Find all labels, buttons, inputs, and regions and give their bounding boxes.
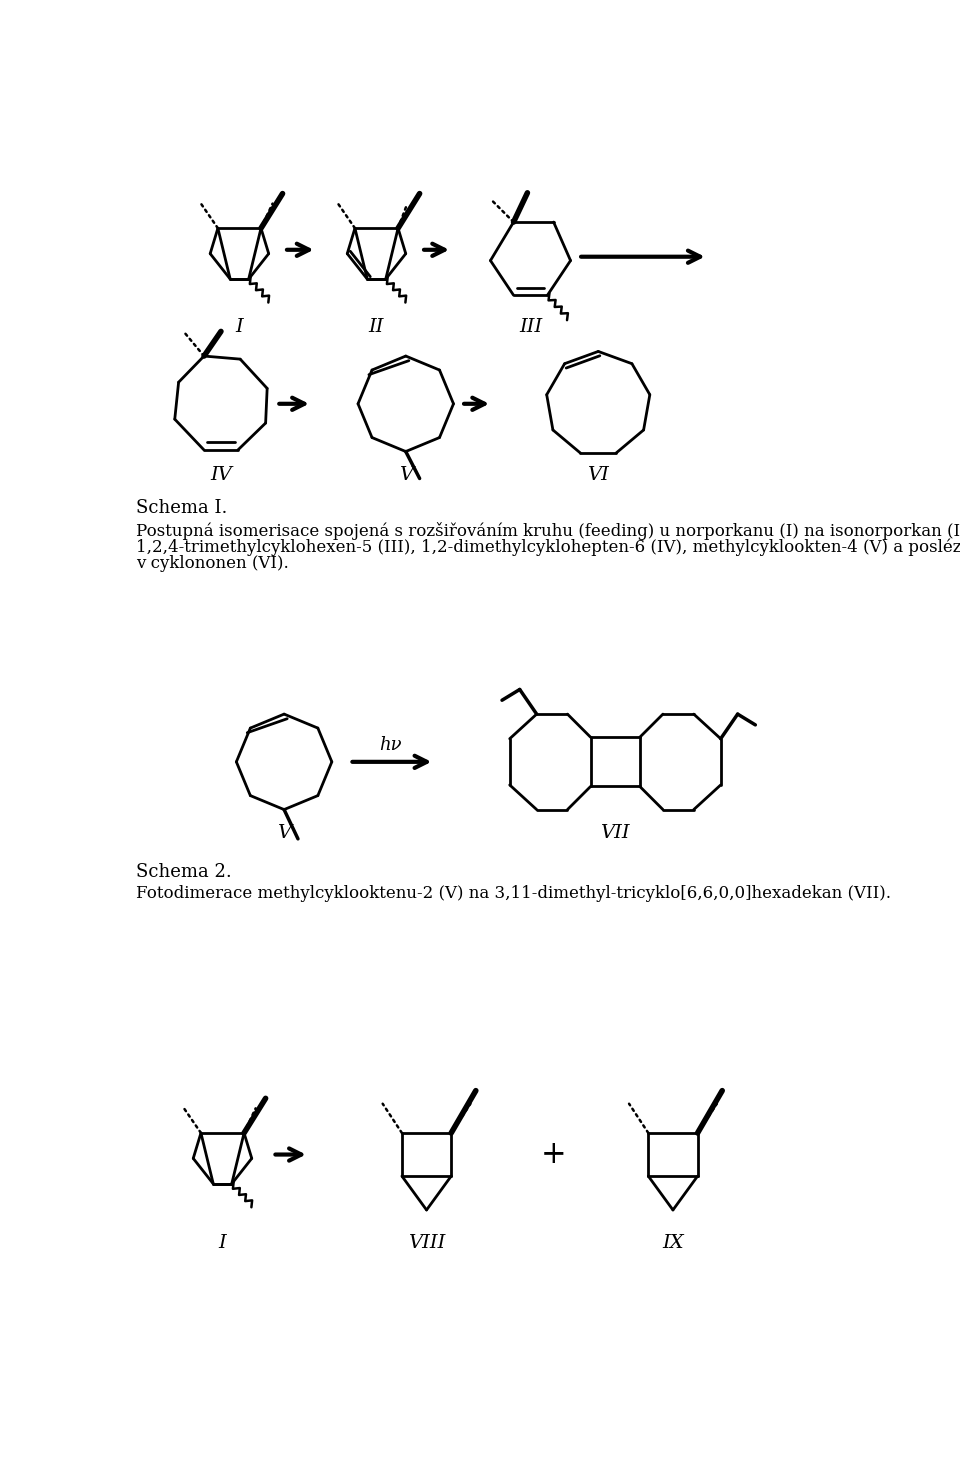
Text: VII: VII	[600, 824, 630, 842]
Text: Schema I.: Schema I.	[136, 499, 228, 517]
Text: I: I	[235, 318, 243, 336]
Text: IX: IX	[662, 1234, 684, 1253]
Text: hν: hν	[379, 736, 401, 754]
Text: Schema 2.: Schema 2.	[136, 864, 232, 882]
Text: Fotodimerace methylcyklooktenu-2 (V) na 3,11-dimethyl-tricyklo[6,6,0,0]hexadekan: Fotodimerace methylcyklooktenu-2 (V) na …	[136, 885, 891, 902]
Text: 1,2,4-trimethylcyklohexen-5 (III), 1,2-dimethylcyklohepten-6 (IV), methylcyklook: 1,2,4-trimethylcyklohexen-5 (III), 1,2-d…	[136, 539, 960, 556]
Text: v cyklononen (VI).: v cyklononen (VI).	[136, 555, 289, 573]
Text: II: II	[369, 318, 384, 336]
Text: Postupná isomerisace spojená s rozšiřováním kruhu (feeding) u norporkanu (I) na : Postupná isomerisace spojená s rozšiřová…	[136, 521, 960, 540]
Text: IV: IV	[210, 467, 232, 484]
Text: VIII: VIII	[408, 1234, 445, 1253]
Text: V: V	[277, 824, 291, 842]
Text: +: +	[540, 1139, 566, 1170]
Text: I: I	[219, 1234, 227, 1253]
Text: V: V	[398, 467, 413, 484]
Text: VI: VI	[588, 467, 610, 484]
Text: III: III	[518, 318, 542, 336]
